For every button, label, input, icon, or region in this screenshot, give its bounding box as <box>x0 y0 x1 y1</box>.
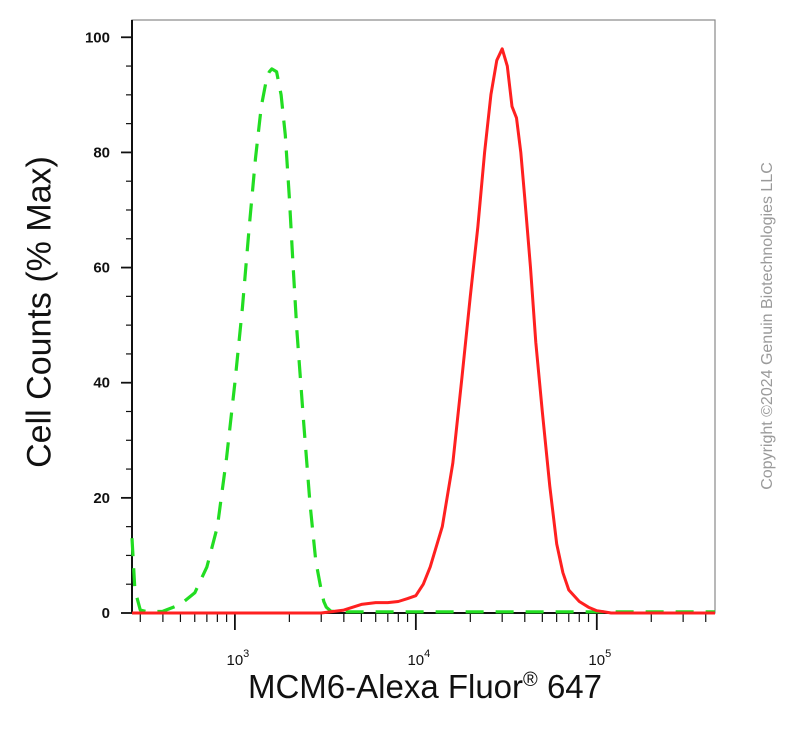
x-axis-label-suffix: 647 <box>537 668 603 705</box>
y-tick-label: 60 <box>93 260 110 277</box>
y-tick-label: 80 <box>93 144 110 161</box>
control-histogram-line <box>130 67 715 614</box>
y-tick-label: 40 <box>93 375 110 392</box>
copyright-text: Copyright ©2024 Genuin Biotechnologies L… <box>759 162 776 490</box>
y-axis-label-text: Cell Counts (% Max) <box>20 156 59 468</box>
x-axis-label: MCM6-Alexa Fluor® 647 <box>0 668 794 706</box>
y-tick-label: 100 <box>85 29 110 46</box>
plot-frame <box>131 19 716 614</box>
x-axis-ticks: 103 104 105 <box>139 613 707 669</box>
y-tick-label: 0 <box>102 605 110 622</box>
x-axis-label-main: MCM6-Alexa Fluor <box>247 668 524 705</box>
x-tick-label: 105 <box>588 648 611 669</box>
histogram-series <box>130 47 715 615</box>
x-axis-label-registered-mark: ® <box>523 669 538 691</box>
stained-histogram-line <box>132 47 715 615</box>
y-axis-ticks: 0 20 40 60 80 100 <box>85 29 132 622</box>
y-tick-label: 20 <box>93 490 110 507</box>
x-tick-label: 103 <box>226 648 249 669</box>
x-tick-label: 104 <box>407 648 430 669</box>
